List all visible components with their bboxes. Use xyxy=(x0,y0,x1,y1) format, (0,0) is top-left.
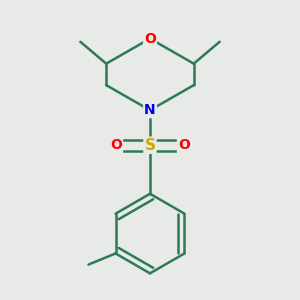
Text: N: N xyxy=(144,103,156,117)
Text: S: S xyxy=(145,138,155,153)
Text: O: O xyxy=(110,138,122,152)
Text: O: O xyxy=(178,138,190,152)
Text: O: O xyxy=(144,32,156,46)
